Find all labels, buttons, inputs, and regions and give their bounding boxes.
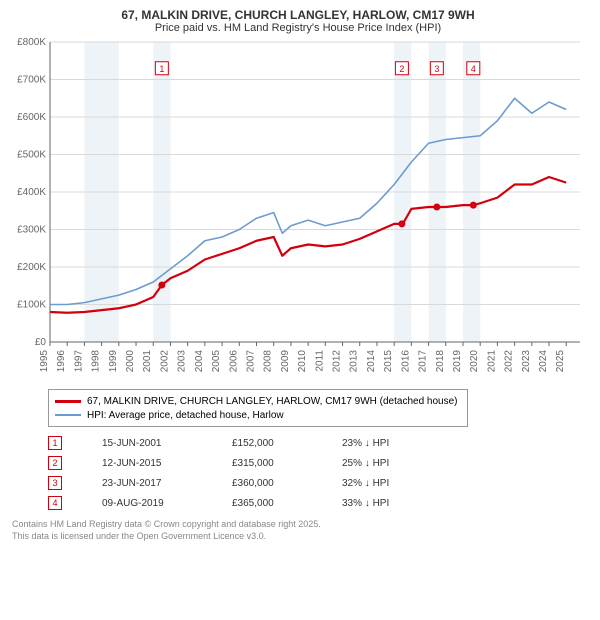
- chart-area: £0 £100K £200K £300K £400K £500K £600K £700K £80…: [8, 38, 588, 383]
- svg-text:2006: 2006: [228, 350, 239, 373]
- sale-price: £360,000: [232, 478, 342, 489]
- svg-text:2019: 2019: [452, 350, 463, 373]
- svg-text:2022: 2022: [504, 350, 515, 373]
- sale-marker-box: 4: [48, 496, 62, 510]
- svg-text:1: 1: [159, 64, 164, 74]
- svg-text:1997: 1997: [73, 350, 84, 373]
- svg-text:2013: 2013: [349, 350, 360, 373]
- svg-text:£400K: £400K: [17, 187, 46, 198]
- sale-hpi-delta: 23% ↓ HPI: [342, 438, 442, 449]
- svg-text:2: 2: [399, 64, 404, 74]
- svg-text:2004: 2004: [194, 350, 205, 373]
- svg-text:2007: 2007: [245, 350, 256, 373]
- sale-price: £152,000: [232, 438, 342, 449]
- sale-marker-box: 3: [48, 476, 62, 490]
- sale-date: 12-JUN-2015: [102, 458, 232, 469]
- svg-text:2008: 2008: [263, 350, 274, 373]
- svg-text:2000: 2000: [125, 350, 136, 373]
- legend: 67, MALKIN DRIVE, CHURCH LANGLEY, HARLOW…: [48, 389, 468, 427]
- chart-container: 67, MALKIN DRIVE, CHURCH LANGLEY, HARLOW…: [0, 0, 600, 546]
- sale-price: £365,000: [232, 498, 342, 509]
- legend-label: 67, MALKIN DRIVE, CHURCH LANGLEY, HARLOW…: [87, 396, 458, 407]
- svg-text:£100K: £100K: [17, 300, 46, 311]
- sale-date: 09-AUG-2019: [102, 498, 232, 509]
- svg-text:1999: 1999: [108, 350, 119, 373]
- table-row: 1 15-JUN-2001£152,00023% ↓ HPI: [48, 433, 588, 453]
- legend-row: HPI: Average price, detached house, Harl…: [55, 408, 461, 422]
- svg-text:2025: 2025: [555, 350, 566, 373]
- footer-line1: Contains HM Land Registry data © Crown c…: [12, 519, 588, 531]
- svg-text:2005: 2005: [211, 350, 222, 373]
- sale-price: £315,000: [232, 458, 342, 469]
- svg-text:2018: 2018: [435, 350, 446, 373]
- svg-text:2015: 2015: [383, 350, 394, 373]
- svg-text:1995: 1995: [39, 350, 50, 373]
- sales-table: 1 15-JUN-2001£152,00023% ↓ HPI 2 12-JUN-201…: [48, 433, 588, 513]
- svg-text:2020: 2020: [469, 350, 480, 373]
- svg-text:2002: 2002: [159, 350, 170, 373]
- chart-title-line1: 67, MALKIN DRIVE, CHURCH LANGLEY, HARLOW…: [8, 8, 588, 22]
- sale-marker-box: 1: [48, 436, 62, 450]
- svg-text:2023: 2023: [521, 350, 532, 373]
- legend-label: HPI: Average price, detached house, Harl…: [87, 410, 284, 421]
- footer-attribution: Contains HM Land Registry data © Crown c…: [12, 519, 588, 542]
- legend-swatch: [55, 414, 81, 416]
- sale-date: 15-JUN-2001: [102, 438, 232, 449]
- legend-row: 67, MALKIN DRIVE, CHURCH LANGLEY, HARLOW…: [55, 394, 461, 408]
- svg-text:2017: 2017: [418, 350, 429, 373]
- svg-text:2003: 2003: [177, 350, 188, 373]
- sale-hpi-delta: 32% ↓ HPI: [342, 478, 442, 489]
- svg-text:1998: 1998: [91, 350, 102, 373]
- svg-text:£700K: £700K: [17, 75, 46, 86]
- svg-text:4: 4: [471, 64, 476, 74]
- svg-text:2021: 2021: [486, 350, 497, 373]
- svg-text:£0: £0: [35, 337, 47, 348]
- svg-text:£800K: £800K: [17, 38, 46, 48]
- svg-text:£300K: £300K: [17, 225, 46, 236]
- svg-text:2009: 2009: [280, 350, 291, 373]
- svg-text:£600K: £600K: [17, 112, 46, 123]
- svg-text:2011: 2011: [314, 350, 325, 372]
- sale-hpi-delta: 25% ↓ HPI: [342, 458, 442, 469]
- svg-text:£500K: £500K: [17, 150, 46, 161]
- svg-text:2001: 2001: [142, 350, 153, 373]
- table-row: 3 23-JUN-2017£360,00032% ↓ HPI: [48, 473, 588, 493]
- footer-line2: This data is licensed under the Open Gov…: [12, 531, 588, 543]
- svg-text:2010: 2010: [297, 350, 308, 373]
- legend-swatch: [55, 400, 81, 403]
- svg-text:2016: 2016: [400, 350, 411, 373]
- price-chart: £0 £100K £200K £300K £400K £500K £600K £700K £80…: [8, 38, 588, 378]
- svg-text:2014: 2014: [366, 350, 377, 373]
- svg-text:2024: 2024: [538, 350, 549, 373]
- svg-text:3: 3: [434, 64, 439, 74]
- svg-text:£200K: £200K: [17, 262, 46, 273]
- table-row: 2 12-JUN-2015£315,00025% ↓ HPI: [48, 453, 588, 473]
- sale-hpi-delta: 33% ↓ HPI: [342, 498, 442, 509]
- sale-marker-box: 2: [48, 456, 62, 470]
- sale-date: 23-JUN-2017: [102, 478, 232, 489]
- svg-text:1996: 1996: [56, 350, 67, 373]
- table-row: 4 09-AUG-2019£365,00033% ↓ HPI: [48, 493, 588, 513]
- svg-text:2012: 2012: [332, 350, 343, 373]
- chart-title-line2: Price paid vs. HM Land Registry's House …: [8, 22, 588, 34]
